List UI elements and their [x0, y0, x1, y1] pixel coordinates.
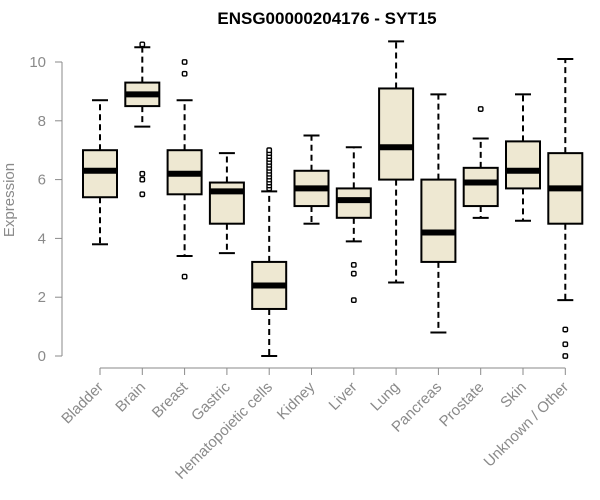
outlier-point — [562, 341, 569, 348]
box — [378, 87, 415, 181]
box-group — [420, 93, 457, 334]
outlier-point — [562, 326, 569, 333]
outlier-point — [139, 170, 146, 177]
box-series — [82, 40, 584, 359]
x-category-label: Brain — [112, 379, 149, 416]
x-category-label: Bladder — [58, 379, 107, 428]
y-tick-label: 0 — [38, 348, 46, 365]
box-group — [505, 93, 541, 222]
outlier-point — [350, 270, 357, 277]
outlier-point — [350, 261, 357, 268]
outlier-point — [477, 106, 484, 112]
y-axis: 0 2 4 6 8 10 — [29, 54, 63, 365]
x-category-label: Kidney — [274, 378, 319, 423]
x-category-label: Liver — [326, 379, 361, 414]
outlier-point — [139, 41, 146, 48]
box — [462, 166, 499, 208]
outlier-point — [562, 353, 569, 359]
outlier-point — [181, 70, 188, 77]
outlier-point — [181, 273, 188, 280]
box-group — [378, 40, 415, 284]
outlier-point — [350, 297, 357, 304]
outlier-point — [139, 191, 146, 198]
x-category-label: Skin — [497, 379, 530, 412]
box-group — [82, 99, 118, 246]
box-group — [166, 59, 203, 280]
chart-title: ENSG00000204176 - SYT15 — [217, 9, 436, 28]
outlier-point — [181, 59, 188, 65]
outlier-point — [139, 176, 146, 183]
y-axis-label: Expression — [1, 163, 18, 237]
y-tick-label: 6 — [38, 172, 46, 189]
x-category-label: Breast — [149, 378, 192, 421]
y-tick-label: 4 — [38, 230, 46, 247]
y-tick-label: 8 — [38, 113, 46, 130]
box-group — [124, 41, 161, 198]
y-tick-label: 2 — [38, 289, 46, 306]
outlier-point — [266, 147, 273, 154]
box — [505, 140, 541, 190]
x-category-label: Prostate — [436, 379, 488, 431]
box — [420, 178, 457, 263]
box-group — [335, 146, 372, 304]
box-group — [462, 106, 499, 219]
box-group — [251, 147, 288, 357]
box-group — [293, 134, 330, 225]
box-group — [208, 152, 245, 255]
y-tick-label: 10 — [29, 54, 46, 71]
x-category-label: Lung — [367, 379, 403, 415]
box-group — [547, 58, 584, 359]
